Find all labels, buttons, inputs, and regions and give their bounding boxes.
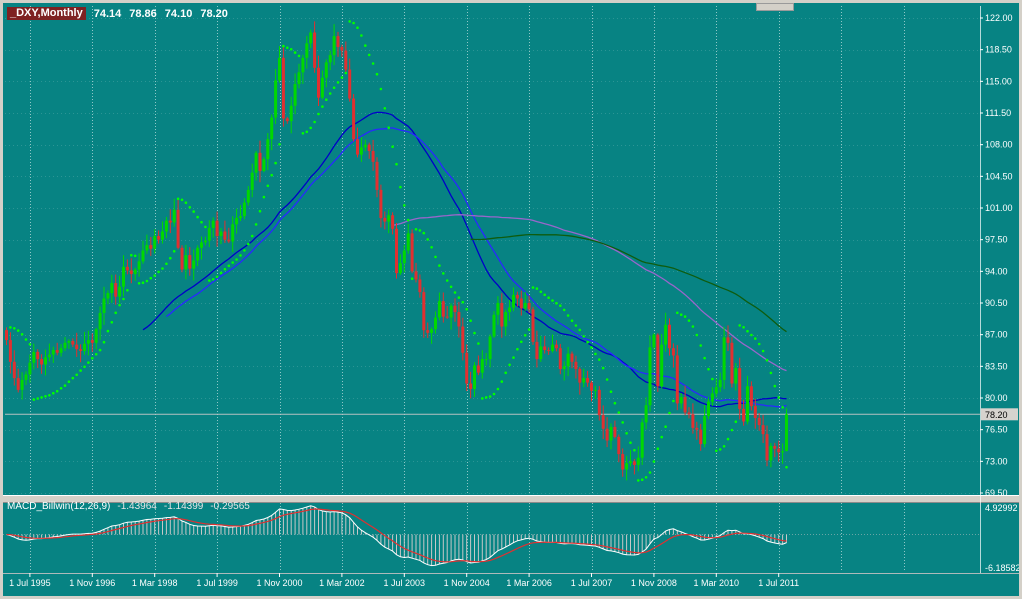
macd-value: -1.43964 xyxy=(117,501,157,512)
ma-blue-fast xyxy=(142,111,787,408)
macd-line xyxy=(6,505,787,567)
price-axis-label: 80.00 xyxy=(985,393,1008,403)
time-axis-label: 1 Jul 2007 xyxy=(571,578,613,588)
chart-area[interactable]: 1 Jul 1995 1 Nov 1996 1 Mar 1998 1 Jul 1999… xyxy=(3,3,1019,596)
window-controls[interactable] xyxy=(756,3,794,11)
ma-long-purple xyxy=(392,214,787,372)
price-axis-label: 108.00 xyxy=(985,140,1013,150)
price-axis-label: 115.00 xyxy=(985,76,1012,86)
time-axis[interactable]: 1 Jul 1995 1 Nov 1996 1 Mar 1998 1 Jul 1999… xyxy=(9,573,799,588)
current-price-badge xyxy=(981,408,1018,421)
ma-long-green xyxy=(470,233,787,333)
time-axis-label: 1 Nov 2000 xyxy=(256,578,302,588)
osma-value: -0.29565 xyxy=(210,501,250,512)
price-axis-label: 87.00 xyxy=(985,330,1008,340)
time-axis-label: 1 Jul 1995 xyxy=(9,578,51,588)
price-axis-label: 111.50 xyxy=(985,108,1011,118)
price-axis-label: 122.00 xyxy=(985,13,1013,23)
parabolic-sar xyxy=(9,20,788,482)
chart-canvas[interactable]: 1 Jul 1995 1 Nov 1996 1 Mar 1998 1 Jul 1999… xyxy=(3,3,1019,596)
macd-axis-max: 4.92992 xyxy=(985,503,1018,513)
price-axis-label: 83.50 xyxy=(985,361,1008,371)
price-axis-label: 73.00 xyxy=(985,456,1008,466)
ohlc-open: 74.14 xyxy=(93,7,122,20)
time-axis-label: 1 Jul 2003 xyxy=(384,578,426,588)
price-axis-label: 97.50 xyxy=(985,235,1008,245)
macd-signal-line xyxy=(6,508,787,563)
pane-splitter[interactable] xyxy=(3,495,1019,503)
time-axis-label: 1 Mar 2006 xyxy=(506,578,552,588)
price-axis-label: 69.50 xyxy=(985,488,1008,498)
price-axis-label: 101.00 xyxy=(985,203,1013,213)
time-axis-label: 1 Nov 1996 xyxy=(69,578,115,588)
price-axis[interactable]: 122.00 118.50 115.00 111.50 108.00 104.50 101.… xyxy=(980,13,1019,573)
time-axis-label: 1 Jul 2011 xyxy=(758,578,799,588)
price-axis-label: 118.50 xyxy=(985,45,1012,55)
ohlc-low: 74.10 xyxy=(164,7,193,20)
macd-pane xyxy=(3,505,980,567)
time-axis-label: 1 Nov 2008 xyxy=(631,578,677,588)
time-axis-label: 1 Nov 2004 xyxy=(444,578,490,588)
symbol-label: _DXY,Monthly xyxy=(7,7,86,20)
price-axis-label: 76.50 xyxy=(985,425,1008,435)
ohlc-close: 78.20 xyxy=(200,7,228,20)
chart-header: _DXY,Monthly 74.14 78.86 74.10 78.20 xyxy=(7,7,228,20)
price-axis-label: 94.00 xyxy=(985,266,1008,276)
moving-averages xyxy=(142,111,787,408)
macd-axis-min: -6.18582 xyxy=(985,563,1019,573)
candles xyxy=(5,21,788,481)
macd-title: MACD_Billwin(12,26,9) xyxy=(7,501,111,512)
time-axis-label: 1 Mar 2002 xyxy=(319,578,365,588)
time-axis-label: 1 Mar 2010 xyxy=(694,578,740,588)
grid-lines xyxy=(5,6,980,572)
ohlc-high: 78.86 xyxy=(129,7,157,20)
time-axis-label: 1 Mar 1998 xyxy=(132,578,178,588)
macd-header: MACD_Billwin(12,26,9) -1.43964 -1.14399 … xyxy=(7,501,250,512)
signal-value: -1.14399 xyxy=(163,501,204,512)
price-axis-label: 104.50 xyxy=(985,171,1013,181)
time-axis-label: 1 Jul 1999 xyxy=(196,578,238,588)
price-axis-label: 90.50 xyxy=(985,298,1008,308)
ma-blue-slow xyxy=(166,127,787,408)
current-price-label: 78.20 xyxy=(985,410,1008,420)
